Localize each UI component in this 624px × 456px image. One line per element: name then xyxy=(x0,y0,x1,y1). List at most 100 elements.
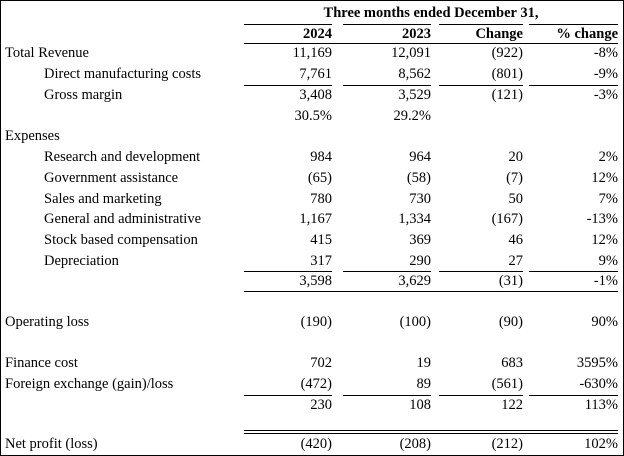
cell-2023: (100) xyxy=(399,314,431,330)
cell-change: (121) xyxy=(491,87,523,103)
subtotal-rule xyxy=(439,395,523,396)
cell-2023: 3,629 xyxy=(398,273,431,289)
cell-pct-change: -8% xyxy=(593,45,618,61)
cell-2023: 730 xyxy=(409,191,431,207)
cell-pct-change: 9% xyxy=(598,253,618,269)
cell-pct-change: -13% xyxy=(586,211,618,227)
row-label: Total Revenue xyxy=(5,45,89,61)
cell-2024: 3,408 xyxy=(299,87,332,103)
cell-pct-change: 102% xyxy=(584,436,618,452)
cell-2023: 964 xyxy=(409,149,431,165)
subtotal-rule xyxy=(439,271,523,272)
row-label: Stock based compensation xyxy=(44,232,198,248)
subtotal-rule xyxy=(244,85,332,86)
cell-2024: (420) xyxy=(300,436,332,452)
cell-2024: 30.5% xyxy=(294,108,332,124)
row-label: Gross margin xyxy=(44,87,123,103)
header-underline xyxy=(244,43,618,44)
cell-change: (922) xyxy=(491,45,523,61)
cell-2023: 1,334 xyxy=(398,211,431,227)
row-label: Government assistance xyxy=(44,170,179,186)
cell-2024: 11,169 xyxy=(292,45,332,61)
cell-2023: 29.2% xyxy=(393,108,431,124)
row-label: General and administrative xyxy=(44,211,202,227)
col-header-2023: 2023 xyxy=(402,26,431,42)
cell-pct-change: -1% xyxy=(593,273,618,289)
subtotal-underline xyxy=(244,291,618,292)
header-rule xyxy=(244,24,332,25)
subtotal-rule xyxy=(343,85,431,86)
cell-2024: (472) xyxy=(300,376,332,392)
header-rule xyxy=(439,24,523,25)
row-label: Depreciation xyxy=(44,253,119,269)
section-label: Expenses xyxy=(5,128,60,144)
cell-2023: (208) xyxy=(399,436,431,452)
subtotal-rule xyxy=(439,85,523,86)
subtotal-rule xyxy=(343,271,431,272)
cell-change: (31) xyxy=(498,273,523,289)
cell-2023: 19 xyxy=(416,355,432,371)
row-label: Research and development xyxy=(44,149,201,165)
cell-change: 683 xyxy=(501,355,523,371)
cell-2024: 415 xyxy=(310,232,332,248)
cell-2024: 317 xyxy=(310,253,332,269)
subtotal-rule xyxy=(529,395,618,396)
cell-2024: 780 xyxy=(310,191,332,207)
cell-2023: (58) xyxy=(406,170,431,186)
col-header-2024: 2024 xyxy=(303,26,332,42)
header-rule xyxy=(343,24,431,25)
cell-pct-change: 90% xyxy=(591,314,618,330)
cell-2024: 230 xyxy=(310,397,332,413)
cell-2023: 8,562 xyxy=(398,66,431,82)
cell-change: 20 xyxy=(508,149,524,165)
cell-2023: 3,529 xyxy=(398,87,431,103)
header-rule xyxy=(529,24,618,25)
cell-change: (7) xyxy=(506,170,523,186)
cell-change: (212) xyxy=(491,436,523,452)
cell-change: (167) xyxy=(491,211,523,227)
cell-2023: 12,091 xyxy=(391,45,431,61)
cell-change: 46 xyxy=(508,232,524,248)
row-label: Operating loss xyxy=(5,314,90,330)
row-label: Direct manufacturing costs xyxy=(44,66,202,82)
cell-pct-change: -3% xyxy=(593,87,618,103)
row-label: Foreign exchange (gain)/loss xyxy=(5,376,174,392)
cell-2024: 984 xyxy=(310,149,332,165)
subtotal-rule xyxy=(529,85,618,86)
cell-2024: (65) xyxy=(307,170,332,186)
cell-pct-change: 7% xyxy=(598,191,618,207)
total-rule xyxy=(244,433,618,434)
total-rule xyxy=(244,430,618,431)
subtotal-rule xyxy=(343,395,431,396)
cell-pct-change: 3595% xyxy=(576,355,618,371)
row-label: Finance cost xyxy=(5,355,78,371)
cell-2023: 290 xyxy=(409,253,431,269)
cell-2023: 108 xyxy=(409,397,431,413)
cell-pct-change: -630% xyxy=(579,376,618,392)
cell-pct-change: 12% xyxy=(591,170,618,186)
cell-change: 122 xyxy=(501,397,523,413)
row-label: Net profit (loss) xyxy=(5,436,98,452)
subtotal-rule xyxy=(244,271,332,272)
cell-pct-change: -9% xyxy=(593,66,618,82)
cell-2024: (190) xyxy=(300,314,332,330)
subtotal-rule xyxy=(244,395,332,396)
cell-pct-change: 12% xyxy=(591,232,618,248)
subtotal-rule xyxy=(529,271,618,272)
cell-pct-change: 2% xyxy=(598,149,618,165)
cell-change: (90) xyxy=(498,314,523,330)
cell-2023: 369 xyxy=(409,232,431,248)
cell-change: (801) xyxy=(491,66,523,82)
cell-2024: 702 xyxy=(310,355,332,371)
cell-change: 27 xyxy=(508,253,524,269)
cell-change: 50 xyxy=(508,191,524,207)
cell-2024: 3,598 xyxy=(299,273,332,289)
cell-change: (561) xyxy=(491,376,523,392)
cell-2023: 89 xyxy=(416,376,432,392)
col-header-pct-change: % change xyxy=(556,26,618,42)
cell-2024: 7,761 xyxy=(299,66,332,82)
col-header-change: Change xyxy=(475,26,523,42)
period-header: Three months ended December 31, xyxy=(323,5,539,21)
cell-2024: 1,167 xyxy=(299,211,332,227)
